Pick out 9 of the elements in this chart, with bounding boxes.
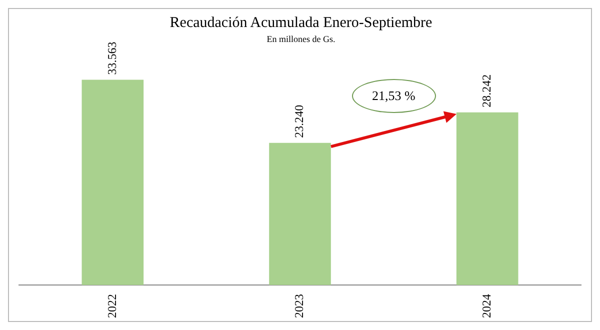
chart-subtitle: En millones de Gs. <box>266 34 336 44</box>
data-label: 33.563 <box>104 42 119 75</box>
annotation: 21,53 % <box>370 88 416 104</box>
x-tick-label: 2022 <box>104 294 119 318</box>
x-tick-label: 2024 <box>479 294 494 318</box>
x-tick-label: 2023 <box>292 294 306 318</box>
data-label: 23.240 <box>292 104 306 138</box>
chart-title: Recaudación Acumulada Enero-Septiembre <box>168 15 434 32</box>
data-label: 28.242 <box>479 74 494 108</box>
